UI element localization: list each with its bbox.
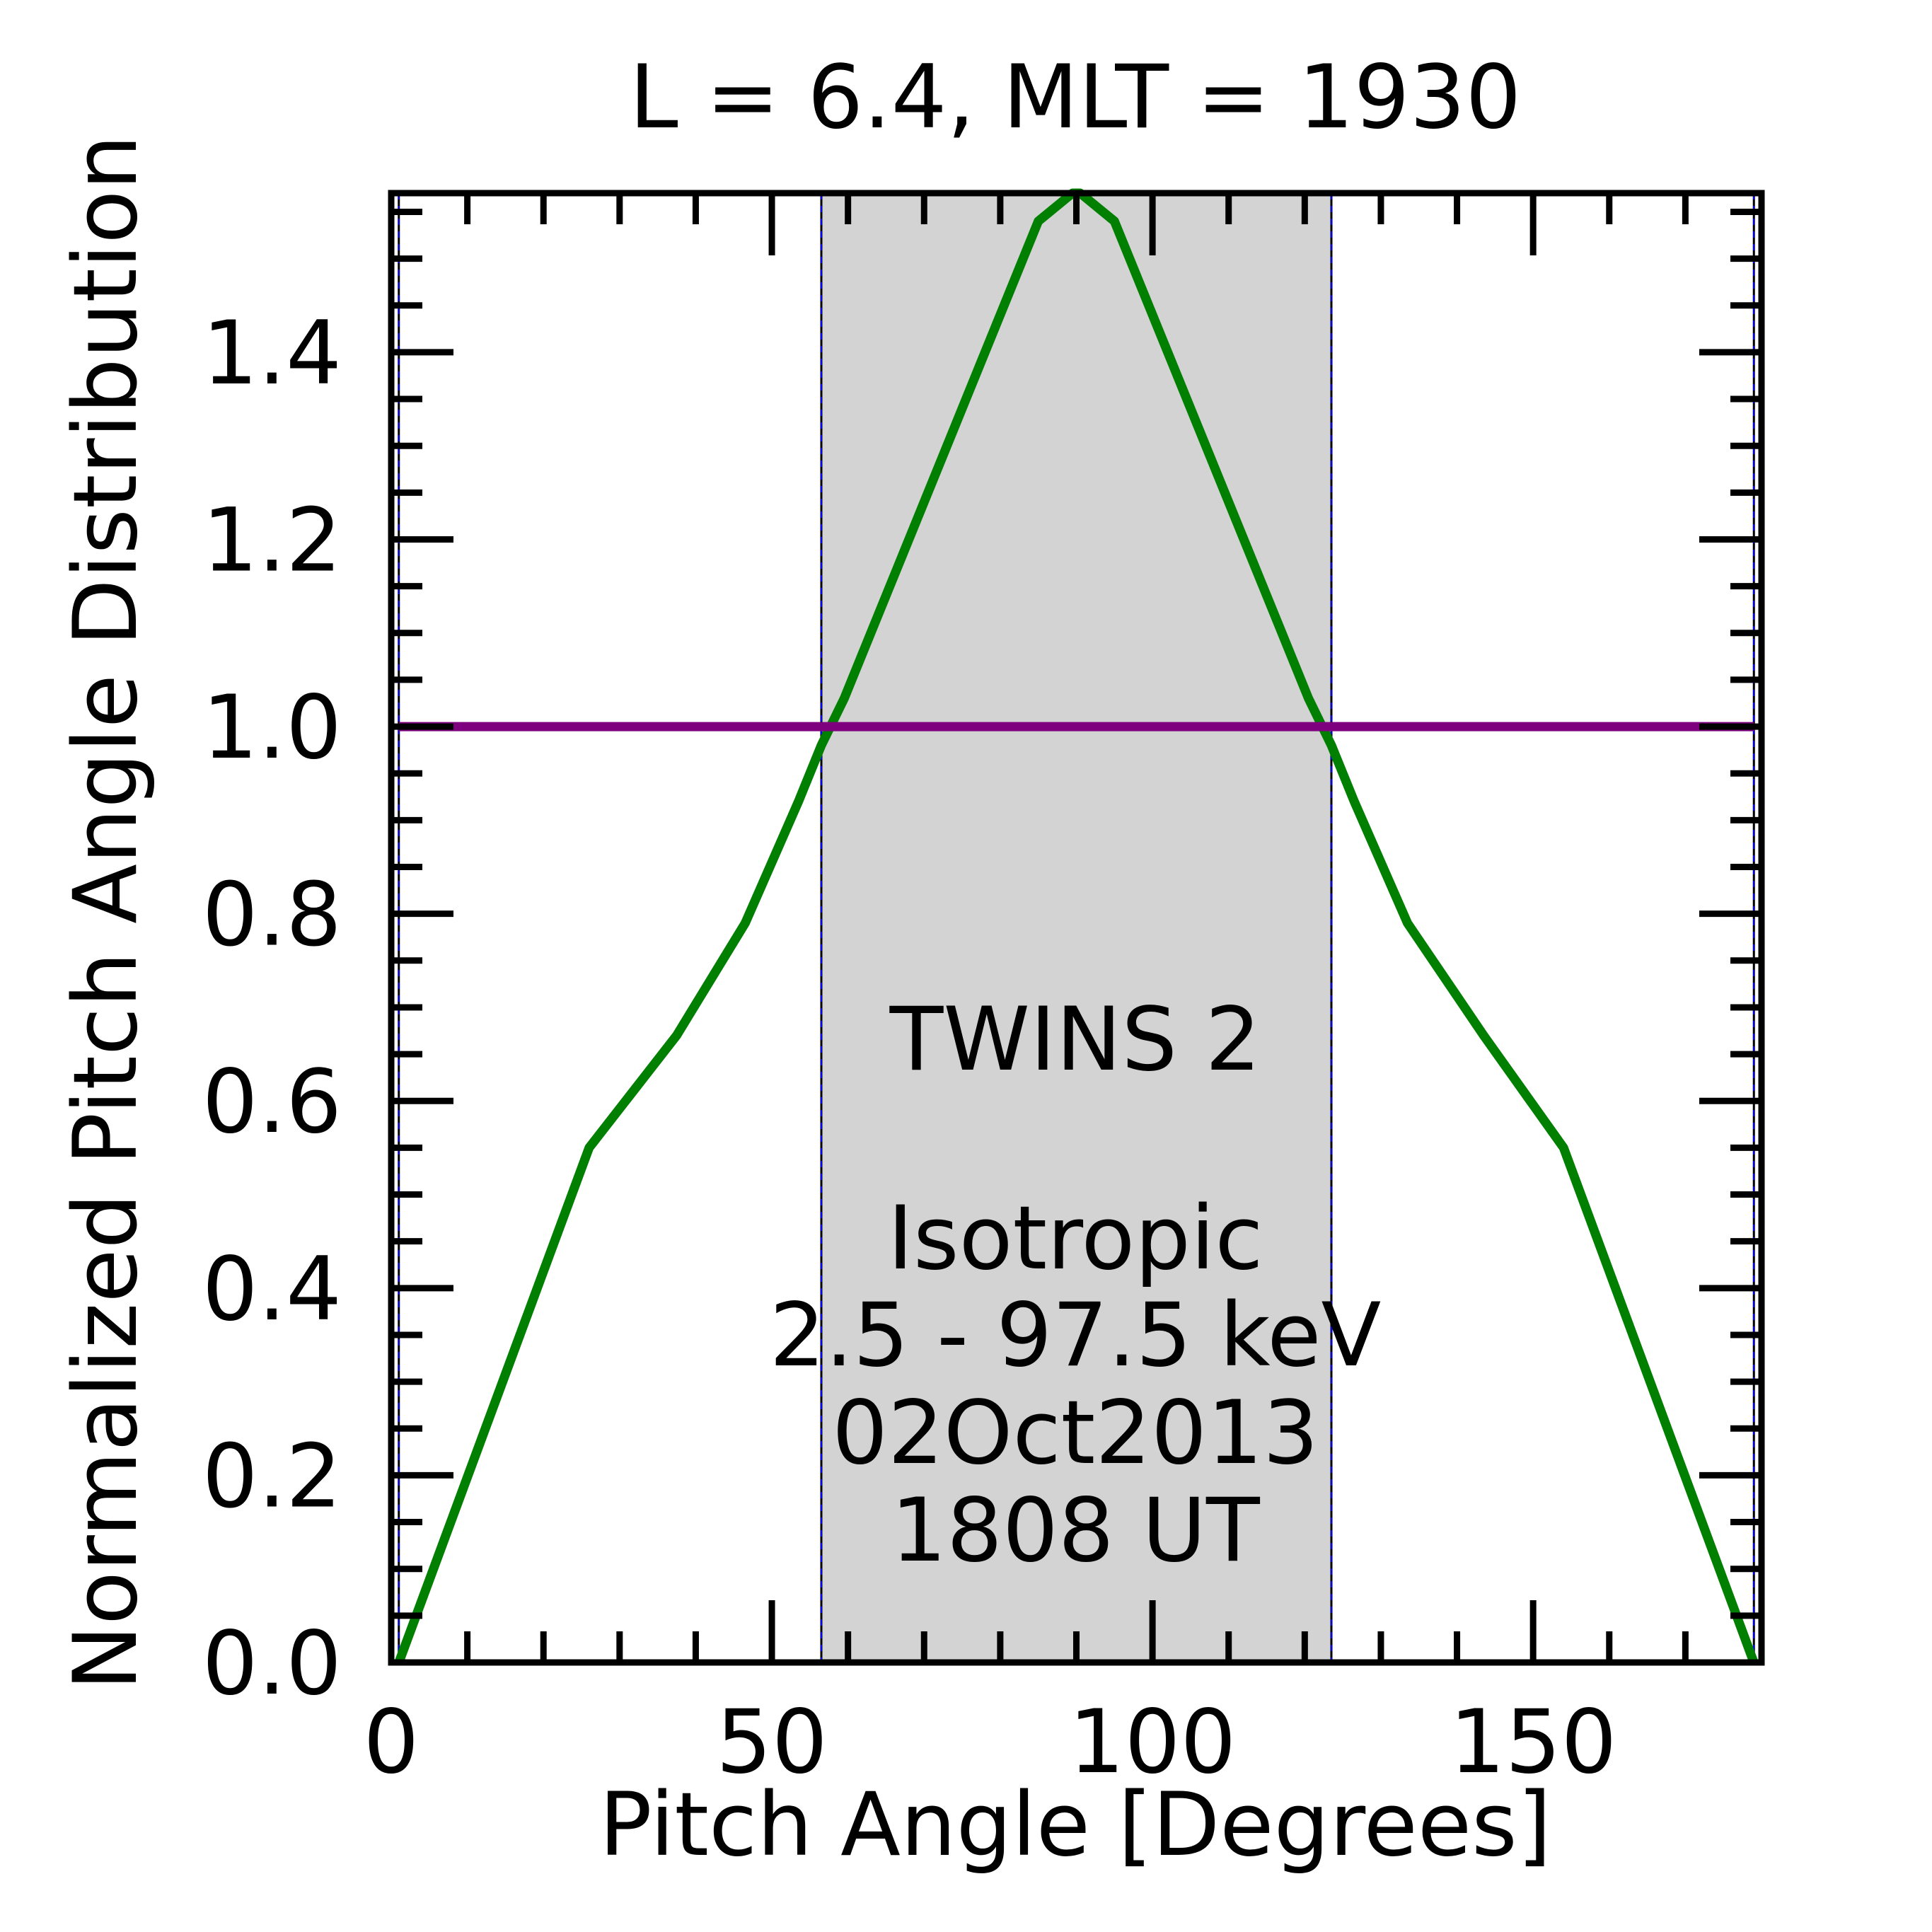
legend-isotropic: Isotropic <box>887 1188 1263 1290</box>
y-tick-label-3: 0.6 <box>202 1051 342 1153</box>
legend-annotations: TWINS 2 Isotropic 2.5 - 97.5 keV 02Oct20… <box>770 989 1382 1582</box>
x-axis-label: Pitch Angle [Degrees] <box>599 1774 1551 1876</box>
legend-twins2: TWINS 2 <box>889 989 1261 1091</box>
y-tick-label-1: 0.2 <box>202 1425 342 1527</box>
y-tick-label-2: 0.4 <box>202 1239 342 1341</box>
shaded-region <box>821 193 1331 1662</box>
axis-ticks <box>388 193 1762 1666</box>
chart-title: L = 6.4, MLT = 1930 <box>630 47 1522 149</box>
x-tick-label-1: 50 <box>716 1691 828 1793</box>
energy-range-label: 2.5 - 97.5 keV <box>770 1285 1382 1387</box>
vertical-marker-lines <box>398 193 1755 1662</box>
y-tick-label-5: 1.0 <box>202 677 342 779</box>
plot-frame <box>388 190 1765 1666</box>
y-tick-label-6: 1.2 <box>202 490 342 591</box>
date-label: 02Oct2013 <box>832 1382 1319 1484</box>
time-label: 1808 UT <box>891 1480 1261 1582</box>
y-tick-label-4: 0.8 <box>202 864 342 966</box>
y-tick-label-7: 1.4 <box>202 303 342 405</box>
x-tick-label-3: 150 <box>1450 1691 1617 1793</box>
x-tick-labels: 0 50 100 150 <box>364 1691 1617 1793</box>
x-tick-label-0: 0 <box>364 1691 420 1793</box>
y-axis-label: Normalized Pitch Angle Distribution <box>55 134 157 1691</box>
x-tick-label-2: 100 <box>1069 1691 1237 1793</box>
y-tick-labels: 0.0 0.2 0.4 0.6 0.8 1.0 1.2 1.4 <box>202 303 342 1715</box>
y-tick-label-0: 0.0 <box>202 1613 342 1715</box>
